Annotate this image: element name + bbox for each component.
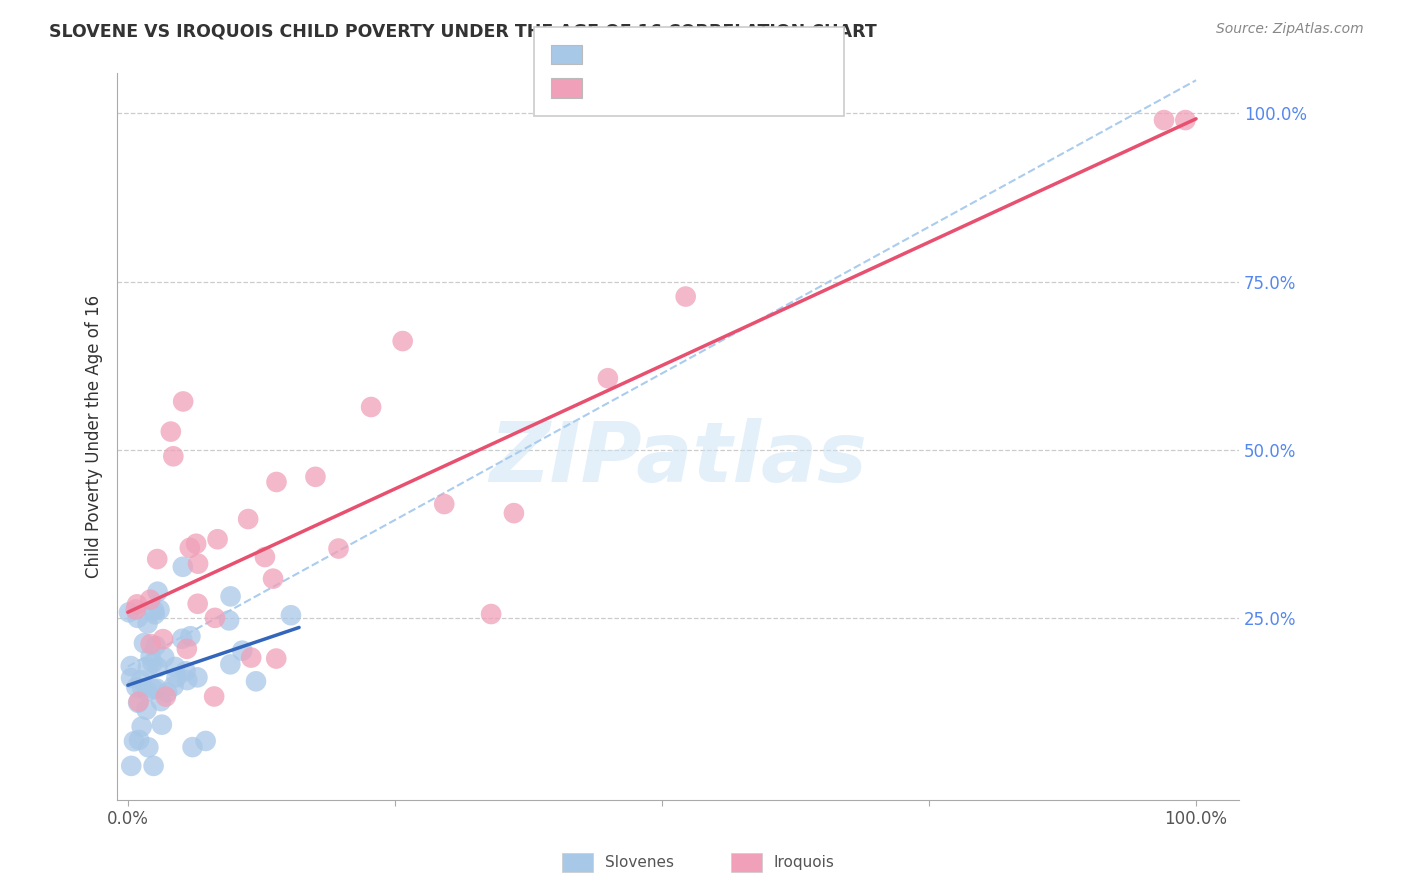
Point bbox=[138, 740, 160, 755]
Point bbox=[146, 660, 169, 674]
Point bbox=[120, 659, 142, 673]
Point bbox=[280, 608, 302, 623]
Text: R = 0.286   N = 50: R = 0.286 N = 50 bbox=[596, 45, 761, 63]
Point bbox=[150, 717, 173, 731]
Point bbox=[172, 632, 194, 646]
Point bbox=[124, 602, 146, 616]
Text: ZIPatlas: ZIPatlas bbox=[489, 417, 868, 499]
Point bbox=[186, 670, 208, 684]
Point bbox=[245, 674, 267, 689]
Point bbox=[143, 603, 166, 617]
Point bbox=[231, 643, 253, 657]
Point bbox=[120, 759, 142, 773]
Point bbox=[202, 690, 225, 704]
Point bbox=[675, 289, 697, 303]
Point bbox=[165, 670, 187, 684]
Point bbox=[145, 681, 167, 696]
Point bbox=[146, 584, 169, 599]
Point bbox=[129, 673, 152, 688]
Point bbox=[262, 572, 284, 586]
Point bbox=[238, 512, 260, 526]
Point bbox=[128, 695, 150, 709]
Text: Slovenes: Slovenes bbox=[605, 855, 673, 870]
Point bbox=[155, 690, 177, 704]
Point bbox=[479, 607, 502, 621]
Point bbox=[141, 656, 163, 670]
Point bbox=[160, 425, 183, 439]
Point bbox=[131, 681, 153, 696]
Point bbox=[165, 660, 187, 674]
Point bbox=[433, 497, 456, 511]
Point bbox=[118, 605, 141, 619]
Point bbox=[1174, 113, 1197, 128]
Point bbox=[179, 629, 201, 643]
Text: Source: ZipAtlas.com: Source: ZipAtlas.com bbox=[1216, 22, 1364, 37]
Point bbox=[136, 616, 159, 631]
Point bbox=[266, 475, 288, 489]
Point bbox=[127, 611, 149, 625]
Point bbox=[176, 641, 198, 656]
Point bbox=[328, 541, 350, 556]
Point bbox=[194, 734, 217, 748]
Point bbox=[125, 598, 148, 612]
Point bbox=[132, 636, 155, 650]
Point bbox=[181, 740, 204, 755]
Point bbox=[304, 470, 326, 484]
Point bbox=[187, 557, 209, 571]
Point bbox=[1153, 113, 1175, 128]
Point bbox=[139, 649, 162, 664]
Point bbox=[128, 733, 150, 747]
Point bbox=[162, 679, 184, 693]
Point bbox=[156, 685, 179, 699]
Point bbox=[503, 506, 526, 520]
Point bbox=[146, 552, 169, 566]
Point bbox=[139, 637, 162, 651]
Point bbox=[174, 665, 197, 679]
Point bbox=[172, 559, 194, 574]
Point bbox=[162, 450, 184, 464]
Point bbox=[172, 394, 194, 409]
Point bbox=[139, 592, 162, 607]
Point bbox=[219, 657, 242, 672]
Point bbox=[391, 334, 413, 348]
Point bbox=[122, 734, 145, 748]
Point bbox=[187, 597, 209, 611]
Point bbox=[176, 673, 198, 687]
Point bbox=[125, 680, 148, 694]
Point bbox=[149, 694, 172, 708]
Point bbox=[131, 720, 153, 734]
Text: R = 0.678   N = 36: R = 0.678 N = 36 bbox=[596, 79, 761, 97]
Point bbox=[142, 681, 165, 696]
Point bbox=[136, 660, 159, 674]
Text: SLOVENE VS IROQUOIS CHILD POVERTY UNDER THE AGE OF 16 CORRELATION CHART: SLOVENE VS IROQUOIS CHILD POVERTY UNDER … bbox=[49, 22, 877, 40]
Point bbox=[207, 533, 229, 547]
Point bbox=[152, 632, 174, 647]
Point bbox=[219, 590, 242, 604]
Point bbox=[186, 537, 208, 551]
Point bbox=[179, 541, 201, 555]
Point bbox=[143, 607, 166, 622]
Point bbox=[596, 371, 619, 385]
Point bbox=[264, 651, 287, 665]
Y-axis label: Child Poverty Under the Age of 16: Child Poverty Under the Age of 16 bbox=[86, 294, 103, 578]
Point bbox=[142, 759, 165, 773]
Point bbox=[204, 611, 226, 625]
Point bbox=[218, 614, 240, 628]
Point bbox=[135, 703, 157, 717]
Point bbox=[127, 696, 149, 710]
Point bbox=[240, 650, 263, 665]
Point bbox=[145, 639, 167, 653]
Point bbox=[253, 549, 276, 564]
Point bbox=[360, 400, 382, 414]
Text: Iroquois: Iroquois bbox=[773, 855, 834, 870]
Point bbox=[136, 684, 159, 698]
Point bbox=[120, 671, 142, 685]
Point bbox=[148, 603, 170, 617]
Point bbox=[153, 650, 176, 665]
